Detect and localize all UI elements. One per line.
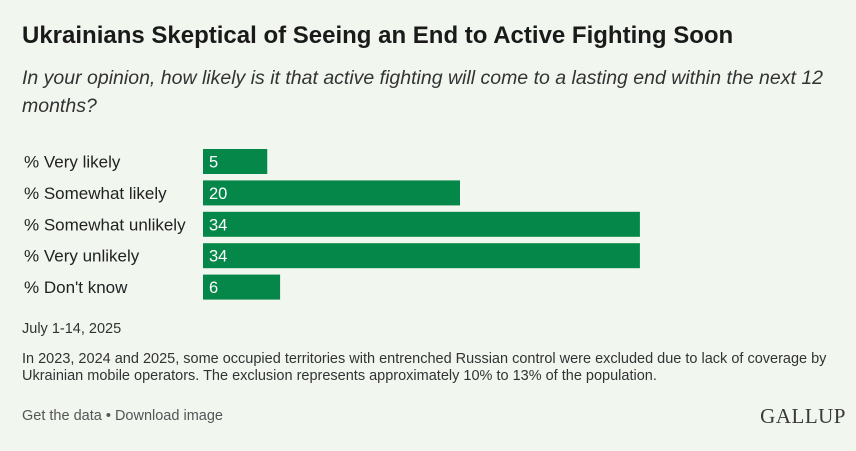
footer-links: Get the data • Download image — [22, 408, 223, 424]
category-label: % Somewhat unlikely — [24, 215, 186, 234]
chart-title: Ukrainians Skeptical of Seeing an End to… — [22, 22, 734, 49]
survey-dates: July 1-14, 2025 — [22, 321, 122, 337]
methodology-note: In 2023, 2024 and 2025, some occupied te… — [22, 351, 827, 384]
download-image-link[interactable]: Download image — [114, 408, 223, 424]
bar — [203, 243, 640, 269]
category-label: % Don't know — [24, 278, 128, 297]
value-label: 34 — [209, 248, 227, 266]
category-label: % Very unlikely — [24, 247, 140, 266]
bar — [203, 211, 640, 237]
category-label: % Somewhat likely — [24, 184, 167, 203]
value-label: 5 — [209, 154, 218, 172]
get-data-link[interactable]: Get the data — [22, 408, 102, 424]
value-label: 20 — [209, 185, 227, 203]
bar — [203, 274, 281, 300]
category-label: % Very likely — [24, 153, 121, 172]
value-label: 34 — [209, 216, 227, 234]
gallup-logo: GALLUP — [760, 404, 846, 428]
bar — [203, 180, 460, 206]
value-label: 6 — [209, 279, 218, 297]
footer-separator: • — [105, 408, 111, 424]
chart-subtitle: In your opinion, how likely is it that a… — [22, 67, 824, 117]
bar-chart: % Very likely 5 % Somewhat likely 20 % Somew… — [24, 149, 640, 300]
bar — [203, 149, 268, 174]
